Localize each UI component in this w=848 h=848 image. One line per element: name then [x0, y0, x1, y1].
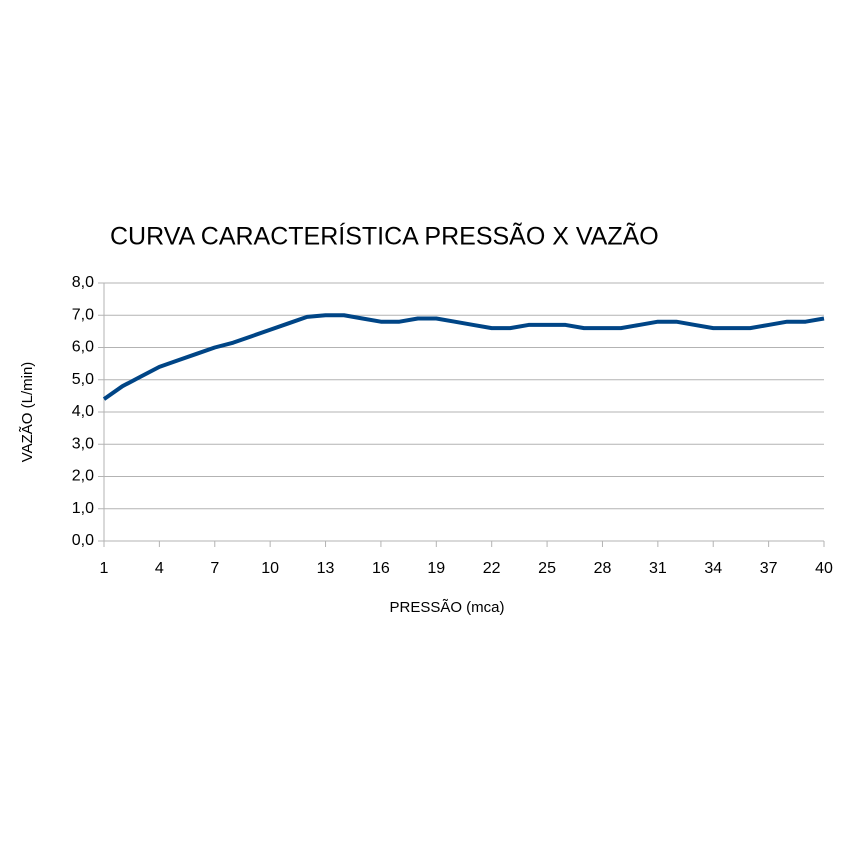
x-tick-label: 22 — [483, 560, 501, 577]
y-tick-label: 6,0 — [72, 339, 94, 356]
y-tick-label: 5,0 — [72, 371, 94, 388]
x-axis-title: PRESSÃO (mca) — [389, 599, 504, 616]
x-tick-label: 37 — [760, 560, 778, 577]
x-tick-label: 16 — [372, 560, 390, 577]
x-tick-label: 1 — [100, 560, 109, 577]
y-axis-title: VAZÃO (L/min) — [19, 362, 36, 463]
y-tick-label: 0,0 — [72, 532, 94, 549]
x-tick-label: 19 — [427, 560, 445, 577]
x-tick-label: 25 — [538, 560, 556, 577]
y-tick-label: 3,0 — [72, 435, 94, 452]
x-tick-label: 10 — [261, 560, 279, 577]
x-tick-label: 31 — [649, 560, 667, 577]
chart-title: CURVA CARACTERÍSTICA PRESSÃO X VAZÃO — [110, 222, 659, 251]
y-tick-label: 1,0 — [72, 500, 94, 517]
x-tick-label: 34 — [704, 560, 722, 577]
y-tick-label: 8,0 — [72, 274, 94, 291]
x-tick-label: 7 — [210, 560, 219, 577]
y-tick-label: 4,0 — [72, 403, 94, 420]
data-line — [102, 313, 825, 401]
y-tick-label: 7,0 — [72, 306, 94, 323]
x-tick-label: 13 — [317, 560, 335, 577]
x-tick-label: 40 — [815, 560, 833, 577]
x-tick-label: 4 — [155, 560, 164, 577]
x-tick-label: 28 — [594, 560, 612, 577]
y-tick-label: 2,0 — [72, 468, 94, 485]
